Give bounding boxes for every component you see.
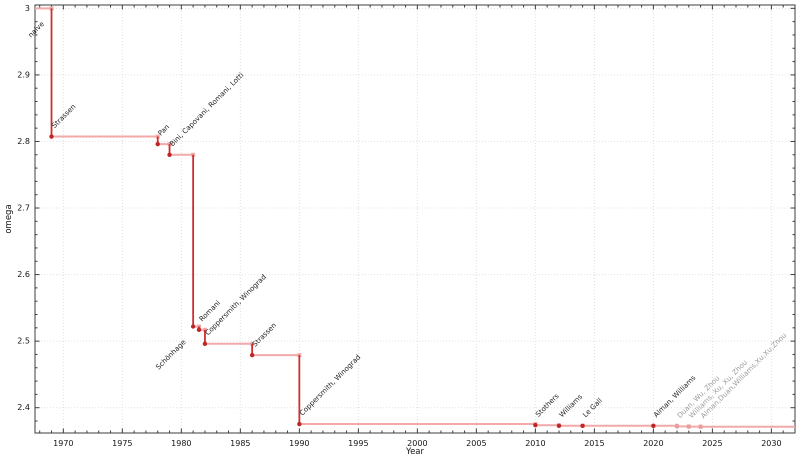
y-tick-label: 2.7 <box>17 204 30 213</box>
data-point <box>698 424 703 429</box>
x-tick-label: 2010 <box>525 439 545 448</box>
data-points <box>49 134 703 429</box>
x-axis-title: Year <box>405 447 425 457</box>
point-label: naive <box>27 20 46 39</box>
point-label: Williams, Xu, Xu, Zhou <box>688 358 750 420</box>
data-point <box>49 134 54 139</box>
data-point <box>167 152 172 157</box>
y-tick-label: 2.6 <box>17 270 30 279</box>
y-tick-label: 2.8 <box>17 137 30 146</box>
x-tick-label: 2030 <box>761 439 781 448</box>
y-tick-label: 2.5 <box>17 337 30 346</box>
y-tick-label: 2.9 <box>17 70 30 79</box>
drop-lines <box>50 8 702 427</box>
data-point <box>556 423 562 428</box>
point-label: Bini, Capovani, Romani, Lotti <box>168 71 245 148</box>
point-label: Stothers <box>534 392 561 419</box>
point-label: Schönhage <box>154 338 187 371</box>
point-label: Strassen <box>50 103 77 130</box>
x-tick-label: 2000 <box>407 439 427 448</box>
data-point <box>196 327 202 333</box>
y-axis-title: omega <box>4 204 14 233</box>
plot-frame <box>34 4 796 434</box>
point-label: Coppersmith, Winograd <box>298 353 362 417</box>
grid <box>35 5 795 433</box>
data-point <box>674 424 680 429</box>
data-point <box>155 141 160 147</box>
x-tick-label: 1995 <box>348 439 368 448</box>
point-label: Pan <box>156 123 171 138</box>
x-tick-label: 1975 <box>112 439 132 448</box>
x-tick-label: 1985 <box>230 439 250 448</box>
x-tick-label: 1970 <box>53 439 73 448</box>
x-tick-label: 2020 <box>643 439 663 448</box>
data-point <box>190 324 196 329</box>
x-tick-label: 1990 <box>289 439 309 448</box>
data-point <box>249 352 255 358</box>
point-label: Williams <box>558 393 585 420</box>
data-point <box>686 424 691 429</box>
data-point <box>202 341 208 347</box>
data-point <box>580 423 585 428</box>
x-tick-label: 2015 <box>584 439 604 448</box>
x-tick-label: 2005 <box>466 439 486 448</box>
x-tick-label: 2025 <box>702 439 722 448</box>
axes: 1970 1975 1980 1985 1990 1995 2000 2005 2010 2015… <box>4 4 796 457</box>
data-point <box>651 423 656 428</box>
x-tick-label: 1980 <box>171 439 191 448</box>
y-tick-label: 2.4 <box>17 403 30 412</box>
data-point <box>533 423 538 428</box>
step-line <box>35 6 795 429</box>
data-point <box>297 421 302 427</box>
y-tick-label: 3 <box>25 4 30 13</box>
point-label: Strassen <box>251 321 278 348</box>
